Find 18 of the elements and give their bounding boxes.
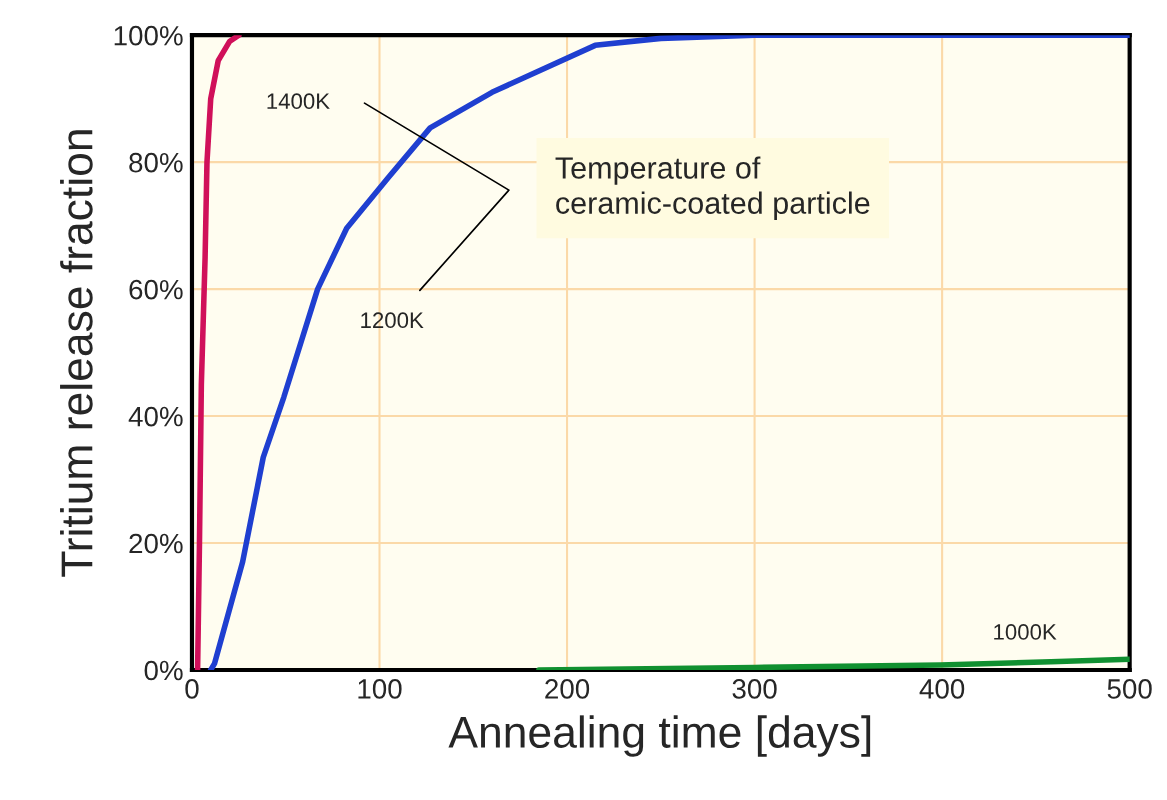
y-tick-label: 80% bbox=[129, 152, 183, 173]
y-tick-label: 100% bbox=[114, 25, 183, 46]
x-tick-label: 100 bbox=[358, 679, 402, 699]
x-tick-label: 0 bbox=[185, 679, 199, 699]
text: 1400K bbox=[267, 93, 330, 110]
y-tick-label: 0% bbox=[144, 660, 183, 681]
y-tick-label: 20% bbox=[129, 533, 183, 554]
text: 1200K bbox=[361, 312, 424, 329]
y-tick-label: 60% bbox=[129, 279, 183, 300]
x-tick-label: 400 bbox=[919, 679, 965, 699]
series-label: 1000K bbox=[994, 624, 1057, 640]
y-tick-label: 40% bbox=[128, 406, 183, 427]
x-axis-title: Annealing time [days] bbox=[448, 715, 871, 757]
x-tick-label: 200 bbox=[545, 679, 590, 699]
y-axis-title: Tritium release fraction bbox=[60, 130, 93, 577]
x-tick-label: 300 bbox=[732, 679, 777, 699]
x-tick-label: 500 bbox=[1107, 679, 1152, 699]
annotation: Temperature of ceramic-coated particle bbox=[555, 156, 870, 220]
